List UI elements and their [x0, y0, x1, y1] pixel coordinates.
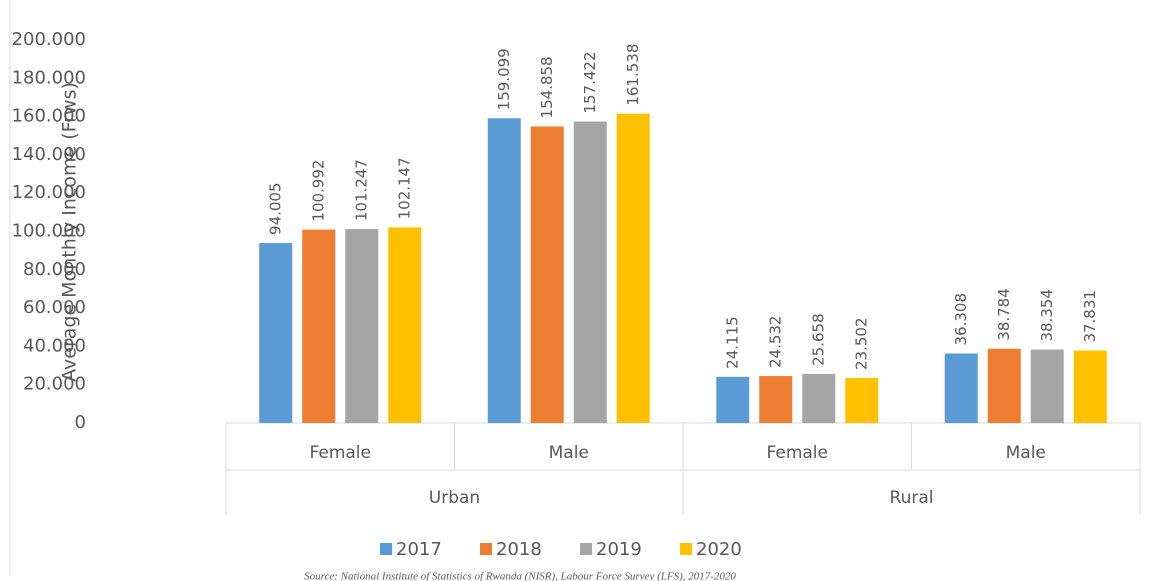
y-tick-label: 180.000 [12, 67, 86, 88]
data-label: 154.858 [538, 56, 556, 118]
bar [759, 376, 793, 423]
bar [1030, 349, 1064, 423]
data-label: 37.831 [1081, 290, 1099, 343]
y-tick-label: 140.000 [12, 144, 86, 165]
data-label: 94.005 [266, 182, 284, 235]
data-label: 157.422 [581, 52, 599, 114]
bar [1073, 350, 1107, 423]
data-label: 25.658 [809, 313, 827, 366]
x-tick-label: Female [310, 443, 371, 463]
y-tick-label: 160.000 [12, 106, 86, 127]
bar [388, 227, 422, 423]
data-label: 102.147 [395, 157, 413, 219]
bar [802, 373, 836, 423]
legend-label: 2019 [596, 539, 642, 560]
bar [530, 126, 564, 423]
source-note: Source: National Institute of Statistics… [304, 571, 736, 581]
y-tick-label: 20.000 [23, 374, 86, 395]
data-label: 100.992 [309, 160, 327, 222]
data-label: 101.247 [352, 159, 370, 221]
data-label: 161.538 [624, 44, 642, 106]
bar [987, 348, 1021, 423]
y-tick-label: 100.000 [12, 221, 86, 242]
data-label: 38.354 [1038, 289, 1056, 342]
data-label: 23.502 [852, 317, 870, 370]
group-label: Urban [429, 488, 480, 508]
data-label: 24.115 [723, 316, 741, 369]
y-tick-label: 120.000 [12, 182, 86, 203]
data-label: 24.532 [766, 316, 784, 369]
bar [944, 353, 978, 423]
bar [573, 121, 607, 424]
x-tick-label: Female [767, 443, 828, 463]
legend-label: 2018 [496, 539, 542, 560]
bar [716, 376, 750, 423]
bar [487, 118, 521, 424]
y-tick-label: 80.000 [23, 259, 86, 280]
y-axis-title: Average Monthly Income (Frws) [59, 82, 81, 382]
bar [259, 242, 293, 423]
bar [845, 377, 879, 423]
x-tick-label: Male [1006, 443, 1046, 463]
data-label: 38.784 [995, 288, 1013, 341]
legend-swatch [480, 543, 492, 555]
y-tick-label: 60.000 [23, 297, 86, 318]
x-tick-label: Male [549, 443, 589, 463]
legend-label: 2017 [396, 539, 442, 560]
y-tick-label: 40.000 [23, 335, 86, 356]
y-tick-label: 200.000 [12, 29, 86, 50]
y-tick-label: 0 [75, 412, 86, 433]
bar [302, 229, 336, 423]
legend-label: 2020 [696, 539, 742, 560]
legend-swatch [680, 543, 692, 555]
data-label: 36.308 [952, 293, 970, 346]
bar [345, 229, 379, 423]
data-label: 159.099 [495, 48, 513, 110]
legend-swatch [380, 543, 392, 555]
bar [616, 113, 650, 424]
legend-swatch [580, 543, 592, 555]
group-label: Rural [890, 488, 934, 508]
